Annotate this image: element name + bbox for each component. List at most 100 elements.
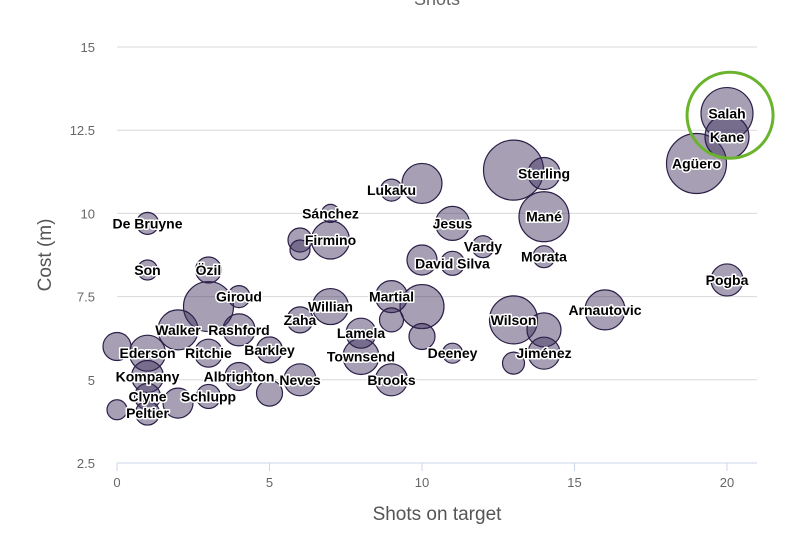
bubble[interactable] bbox=[194, 256, 223, 284]
bubble[interactable] bbox=[378, 307, 405, 333]
point-label: Kompany bbox=[116, 368, 180, 384]
bubble[interactable] bbox=[374, 280, 409, 314]
point-label: Mané bbox=[526, 209, 562, 225]
point-label: Kane bbox=[710, 129, 744, 145]
bubble[interactable] bbox=[345, 317, 377, 349]
point-label: Ritchie bbox=[185, 345, 232, 361]
bubble[interactable] bbox=[527, 336, 561, 370]
point-label: Vardy bbox=[464, 239, 502, 255]
point-labels: Salah Kane Agüero Sterling Lukaku Jesus Mané Sá… bbox=[111, 104, 750, 423]
point-label: Pogba bbox=[706, 272, 749, 288]
point-label: Rashford bbox=[208, 322, 269, 338]
point-label: Salah bbox=[708, 106, 745, 122]
bubble[interactable] bbox=[406, 244, 438, 276]
highlight-ring bbox=[685, 70, 775, 160]
bubble[interactable] bbox=[501, 351, 526, 375]
point-label: Arnautovic bbox=[568, 302, 641, 318]
bubble[interactable] bbox=[584, 289, 626, 331]
bubble[interactable] bbox=[135, 211, 160, 235]
y-tick-label: 10 bbox=[81, 206, 95, 221]
bubble[interactable] bbox=[193, 338, 224, 368]
highlight bbox=[685, 70, 775, 160]
bubble[interactable] bbox=[227, 285, 251, 309]
bubble[interactable] bbox=[488, 295, 539, 345]
bubbles bbox=[102, 86, 754, 426]
y-tick-label: 7.5 bbox=[77, 290, 95, 305]
point-label: Neves bbox=[279, 372, 320, 388]
point-label: Morata bbox=[521, 249, 567, 265]
bubble[interactable] bbox=[162, 387, 194, 419]
point-label: Sánchez bbox=[302, 205, 359, 221]
bubble[interactable] bbox=[283, 363, 317, 397]
bubble[interactable] bbox=[255, 379, 284, 407]
point-label: Jesus bbox=[433, 215, 473, 231]
bubble[interactable] bbox=[710, 263, 744, 297]
bubble[interactable] bbox=[286, 306, 314, 334]
bubble[interactable] bbox=[665, 132, 728, 195]
bubble[interactable] bbox=[102, 331, 132, 362]
bubble[interactable] bbox=[532, 245, 556, 269]
bubble[interactable] bbox=[439, 250, 466, 276]
bubble[interactable] bbox=[700, 86, 754, 141]
y-tick-label: 12.5 bbox=[70, 123, 95, 138]
point-label: Barkley bbox=[244, 342, 295, 358]
bubble[interactable] bbox=[224, 361, 254, 392]
y-tick-label: 5 bbox=[88, 373, 95, 388]
chart-title: Shots bbox=[414, 0, 460, 9]
point-label: Willian bbox=[308, 299, 353, 315]
point-label: Peltier bbox=[126, 405, 169, 421]
x-tick-label: 15 bbox=[567, 475, 581, 490]
point-label: Agüero bbox=[672, 155, 721, 171]
bubble[interactable] bbox=[255, 336, 284, 364]
x-tick-label: 10 bbox=[415, 475, 429, 490]
point-label: Ederson bbox=[119, 345, 175, 361]
x-tick-label: 5 bbox=[266, 475, 273, 490]
bubble[interactable] bbox=[401, 162, 443, 205]
y-axis-title: Cost (m) bbox=[35, 219, 56, 292]
point-label: Walker bbox=[155, 322, 201, 338]
point-label: Özil bbox=[196, 262, 222, 278]
point-label: Lamela bbox=[337, 325, 385, 341]
bubble[interactable] bbox=[134, 400, 161, 426]
bubble[interactable] bbox=[526, 312, 562, 348]
bubble[interactable] bbox=[434, 205, 471, 241]
point-label: Schlupp bbox=[181, 388, 236, 404]
bubble[interactable] bbox=[289, 239, 311, 261]
point-label: De Bruyne bbox=[112, 215, 182, 231]
point-label: Albrighton bbox=[204, 368, 275, 384]
bubble[interactable] bbox=[482, 139, 545, 201]
bubble[interactable] bbox=[106, 399, 128, 421]
point-label: Wilson bbox=[491, 312, 537, 328]
bubble[interactable] bbox=[195, 383, 222, 410]
bubble[interactable] bbox=[136, 259, 159, 281]
point-label: Jiménez bbox=[516, 345, 571, 361]
point-label: Lukaku bbox=[367, 182, 416, 198]
point-label: David Silva bbox=[415, 255, 490, 271]
x-tick-label: 20 bbox=[720, 475, 734, 490]
point-label: Son bbox=[134, 262, 160, 278]
bubble[interactable] bbox=[527, 156, 561, 191]
bubble[interactable] bbox=[342, 337, 380, 376]
bubble[interactable] bbox=[471, 235, 495, 259]
bubble[interactable] bbox=[408, 322, 436, 351]
point-label: Deeney bbox=[428, 345, 478, 361]
bubble[interactable] bbox=[222, 313, 256, 347]
bubble[interactable] bbox=[374, 363, 409, 397]
y-tick-label: 15 bbox=[81, 40, 95, 55]
bubble[interactable] bbox=[379, 178, 404, 202]
point-label: Firmino bbox=[305, 232, 356, 248]
bubble[interactable] bbox=[441, 342, 464, 364]
point-label: Clyne bbox=[128, 388, 166, 404]
point-label: Brooks bbox=[367, 372, 415, 388]
x-tick-label: 0 bbox=[113, 475, 120, 490]
bubble[interactable] bbox=[518, 191, 570, 243]
point-label: Martial bbox=[369, 289, 414, 305]
bubble[interactable] bbox=[130, 359, 165, 394]
axes: 2.5 5 7.5 10 12.5 15 0 5 10 15 20 bbox=[70, 40, 757, 490]
bubble[interactable] bbox=[157, 309, 199, 351]
bubble[interactable] bbox=[320, 203, 341, 223]
bubble[interactable] bbox=[311, 287, 350, 326]
point-label: Giroud bbox=[216, 289, 262, 305]
bubble[interactable] bbox=[399, 283, 445, 330]
